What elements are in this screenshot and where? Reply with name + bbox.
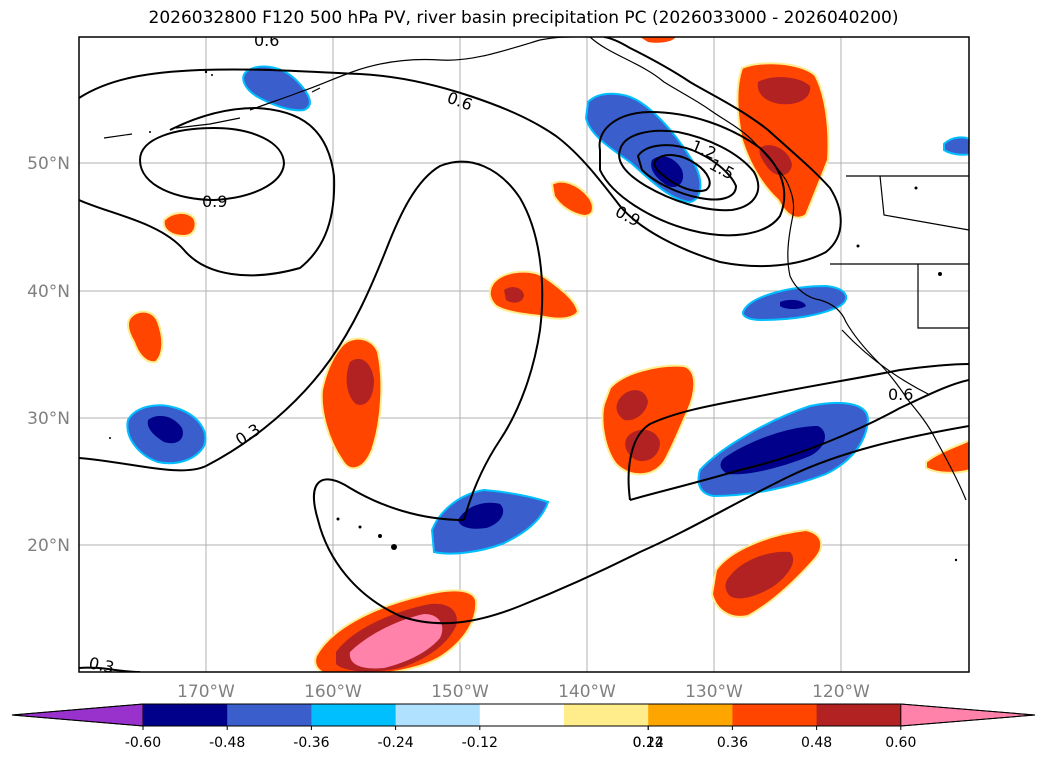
positive-anomaly-area	[640, 37, 676, 43]
islands	[109, 70, 958, 562]
pv-contours	[79, 37, 969, 672]
colorbar-tick-label: 0.48	[801, 735, 832, 751]
positive-anomaly-area	[925, 439, 969, 474]
negative-anomaly-area	[147, 415, 183, 444]
colorbar-tick-label: -0.36	[293, 735, 329, 751]
colorbar-segment	[564, 704, 649, 726]
negative-anomaly-area	[943, 136, 969, 156]
positive-anomaly-area	[725, 551, 794, 599]
lat-label: 20°N	[27, 536, 70, 556]
lat-label: 40°N	[27, 282, 70, 302]
negative-anomaly-area	[651, 156, 684, 188]
colorbar-extend-right	[900, 703, 1036, 727]
lat-label: 50°N	[27, 154, 70, 174]
lon-label: 150°W	[431, 682, 489, 702]
colorbar-tick-label: 0.36	[717, 735, 748, 751]
colorbar-extend-left	[11, 703, 144, 727]
lon-label: 170°W	[177, 682, 235, 702]
contour-label: 0.6	[888, 385, 913, 404]
colorbar-segment	[732, 704, 818, 726]
coastlines	[249, 37, 969, 501]
positive-anomaly-area	[601, 364, 696, 476]
latitude-labels: 50°N 40°N 30°N 20°N	[27, 154, 70, 556]
colorbar-segment	[227, 704, 312, 726]
colorbar-tick-label: 0.24	[633, 735, 664, 751]
contour-label: 0.3	[87, 653, 116, 677]
colorbar-segment	[816, 704, 902, 726]
aleutian-coast	[103, 87, 321, 139]
map-background	[79, 37, 969, 672]
longitude-labels: 170°W 160°W 150°W 140°W 130°W 120°W	[177, 682, 870, 702]
colorbar-tick-label: 0.60	[885, 735, 916, 751]
positive-anomaly-area	[550, 180, 594, 218]
positive-anomaly-area	[349, 614, 443, 669]
positive-anomaly-area	[625, 429, 660, 462]
lon-label: 120°W	[812, 682, 870, 702]
positive-anomaly-area	[126, 310, 164, 364]
contour-label: 0.6	[254, 31, 279, 50]
colorbar-tick-label: -0.12	[462, 735, 498, 751]
positive-anomaly-area	[759, 145, 792, 176]
lon-label: 130°W	[685, 682, 743, 702]
positive-anomaly-area	[757, 77, 811, 105]
colorbar-segment	[311, 704, 397, 726]
positive-anomaly-area	[736, 62, 830, 219]
colorbar-tick-label: 0.12	[633, 735, 664, 751]
colorbar-segment	[395, 704, 481, 726]
lon-label: 160°W	[304, 682, 362, 702]
negative-anomaly-area	[780, 299, 806, 309]
map-title: 2026032800 F120 500 hPa PV, river basin …	[148, 8, 899, 28]
positive-anomaly-area	[346, 358, 374, 405]
colorbar-tick-label: -0.60	[125, 735, 161, 751]
precipitation-anomaly-areas	[126, 37, 969, 672]
positive-anomaly-area	[162, 212, 197, 238]
negative-anomaly-area	[720, 426, 825, 475]
colorbar-tick-label: -0.48	[209, 735, 245, 751]
colorbar-tick-label: -0.24	[377, 735, 413, 751]
negative-anomaly-area	[458, 502, 504, 529]
colorbar-segment	[479, 704, 565, 726]
colorbar-segment	[143, 704, 228, 726]
colorbar-segment	[648, 704, 733, 726]
contour-label: 0.9	[202, 192, 227, 211]
lat-label: 30°N	[27, 409, 70, 429]
lon-label: 140°W	[558, 682, 616, 702]
positive-anomaly-area	[504, 287, 524, 303]
map-frame	[78, 36, 970, 673]
colorbar: -0.60 -0.48 -0.36 -0.24 -0.12 0.120.24 0.36 0.4…	[11, 703, 1036, 751]
positive-anomaly-area	[616, 390, 648, 421]
